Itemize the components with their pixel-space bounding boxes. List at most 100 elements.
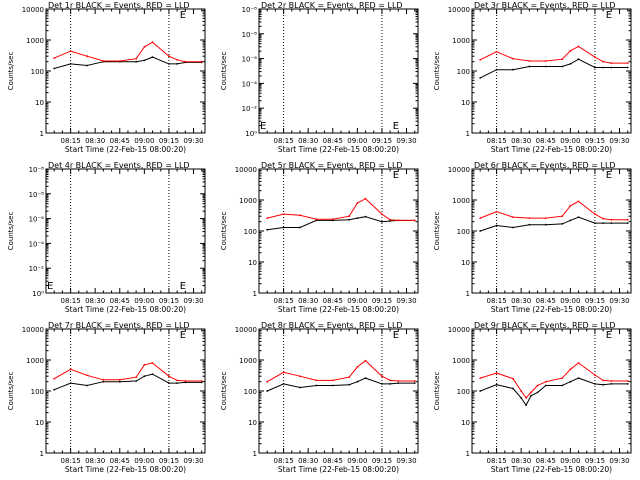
data-point-lld [561, 58, 564, 61]
data-point-lld [536, 384, 539, 387]
data-point-events [525, 404, 527, 406]
x-tick-label: 08:15 [486, 457, 506, 465]
data-point-lld [176, 58, 179, 61]
x-tick-label: 08:45 [110, 297, 130, 305]
x-tick-label: 08:45 [536, 137, 556, 145]
x-axis-label: Start Time (22-Feb-15 08:00:20) [65, 305, 186, 314]
data-point-events [86, 64, 88, 67]
data-point-lld [135, 57, 138, 60]
data-point-lld [610, 218, 613, 221]
x-tick-label: 08:45 [110, 137, 130, 145]
y-tick-label: 10⁻⁴ [242, 80, 258, 88]
data-point-lld [118, 60, 121, 62]
data-point-lld [315, 218, 318, 221]
data-point-events [176, 382, 179, 384]
x-tick-label: 08:30 [85, 457, 105, 465]
series-line-events [480, 377, 628, 407]
panel-title: Det 2r BLACK = Events, RED = LLD [261, 1, 403, 10]
data-point-lld [299, 214, 301, 217]
data-point-events [544, 384, 547, 387]
data-point-lld [143, 46, 146, 48]
x-tick-label: 09:30 [609, 297, 629, 305]
data-point-events [577, 216, 580, 219]
data-point-events [602, 66, 604, 69]
data-point-lld [282, 371, 285, 374]
y-tick-label: 100 [244, 228, 257, 236]
data-point-lld [168, 55, 170, 58]
data-point-events [397, 382, 400, 384]
data-point-events [69, 63, 72, 65]
x-tick-label: 09:15 [159, 457, 179, 465]
y-tick-label: 10 [461, 99, 470, 107]
data-point-lld [594, 56, 596, 58]
data-point-lld [544, 217, 547, 220]
data-point-lld [512, 57, 514, 60]
y-tick-label: 100 [244, 388, 257, 396]
data-point-lld [151, 362, 154, 364]
data-point-lld [176, 379, 179, 382]
y-tick-label: 10000 [22, 6, 44, 14]
series-line-lld [479, 45, 628, 64]
data-point-events [135, 380, 138, 382]
data-point-events [520, 397, 523, 399]
data-point-lld [495, 210, 498, 213]
y-tick-label: 1000 [239, 197, 257, 205]
data-point-events [495, 68, 498, 71]
x-tick-label: 08:45 [110, 457, 130, 465]
data-point-events [602, 383, 604, 386]
y-tick-label: 10 [248, 259, 257, 267]
y-tick-label: 1000 [239, 357, 257, 365]
x-tick-label: 08:30 [298, 137, 318, 145]
y-axis-label: Counts/sec [220, 52, 228, 91]
x-tick-label: 09:30 [396, 297, 416, 305]
marker-e-label: E [606, 170, 612, 181]
series-line-events [480, 216, 628, 232]
data-point-lld [69, 50, 72, 52]
data-point-events [184, 381, 187, 384]
x-tick-label: 08:45 [323, 137, 343, 145]
data-point-lld [135, 376, 138, 378]
x-axis-label: Start Time (22-Feb-15 08:00:20) [278, 305, 399, 314]
y-tick-label: 10⁻⁸ [242, 6, 258, 14]
panel-det-2: Det 2r BLACK = Events, RED = LLD 10⁰ 10⁻² 1… [220, 1, 419, 154]
data-point-lld [331, 379, 334, 382]
x-tick-label: 08:30 [511, 297, 531, 305]
panel-det-6: Det 6r BLACK = Events, RED = LLD 1 10 100 10… [433, 161, 632, 314]
data-point-lld [495, 372, 498, 374]
y-tick-label: 1 [466, 130, 470, 138]
y-tick-label: 100 [31, 68, 44, 76]
plot-frame [45, 168, 206, 294]
x-tick-label: 09:15 [585, 457, 605, 465]
x-tick-label: 09:00 [347, 137, 367, 145]
data-point-events [53, 67, 56, 70]
x-tick-label: 09:00 [560, 457, 580, 465]
data-point-lld [389, 218, 391, 221]
x-tick-label: 09:15 [372, 297, 392, 305]
data-point-lld [266, 217, 269, 220]
data-point-lld [594, 213, 596, 216]
data-point-events [364, 215, 367, 218]
data-point-lld [282, 213, 285, 216]
y-tick-label: 100 [31, 388, 44, 396]
x-tick-label: 08:45 [323, 297, 343, 305]
x-tick-label: 09:00 [347, 457, 367, 465]
plot-frame [471, 168, 632, 294]
data-point-lld [381, 375, 383, 378]
data-point-events [356, 217, 359, 220]
plot-frame [471, 8, 632, 134]
panel-det-1: Det 1r BLACK = Events, RED = LLD 1 10 100 10… [7, 1, 206, 154]
data-point-lld [602, 217, 604, 220]
data-point-events [151, 373, 154, 375]
data-point-lld [512, 216, 514, 219]
data-point-events [381, 220, 383, 223]
data-point-lld [602, 60, 604, 63]
x-tick-label: 08:30 [85, 137, 105, 145]
data-point-lld [184, 380, 187, 382]
panel-det-9: Det 9r BLACK = Events, RED = LLD 1 10 100 10… [433, 321, 632, 474]
data-point-events [86, 384, 88, 387]
data-point-lld [356, 202, 359, 204]
y-tick-label: 10 [248, 419, 257, 427]
x-tick-label: 08:45 [536, 457, 556, 465]
x-axis-label: Start Time (22-Feb-15 08:00:20) [65, 465, 186, 474]
